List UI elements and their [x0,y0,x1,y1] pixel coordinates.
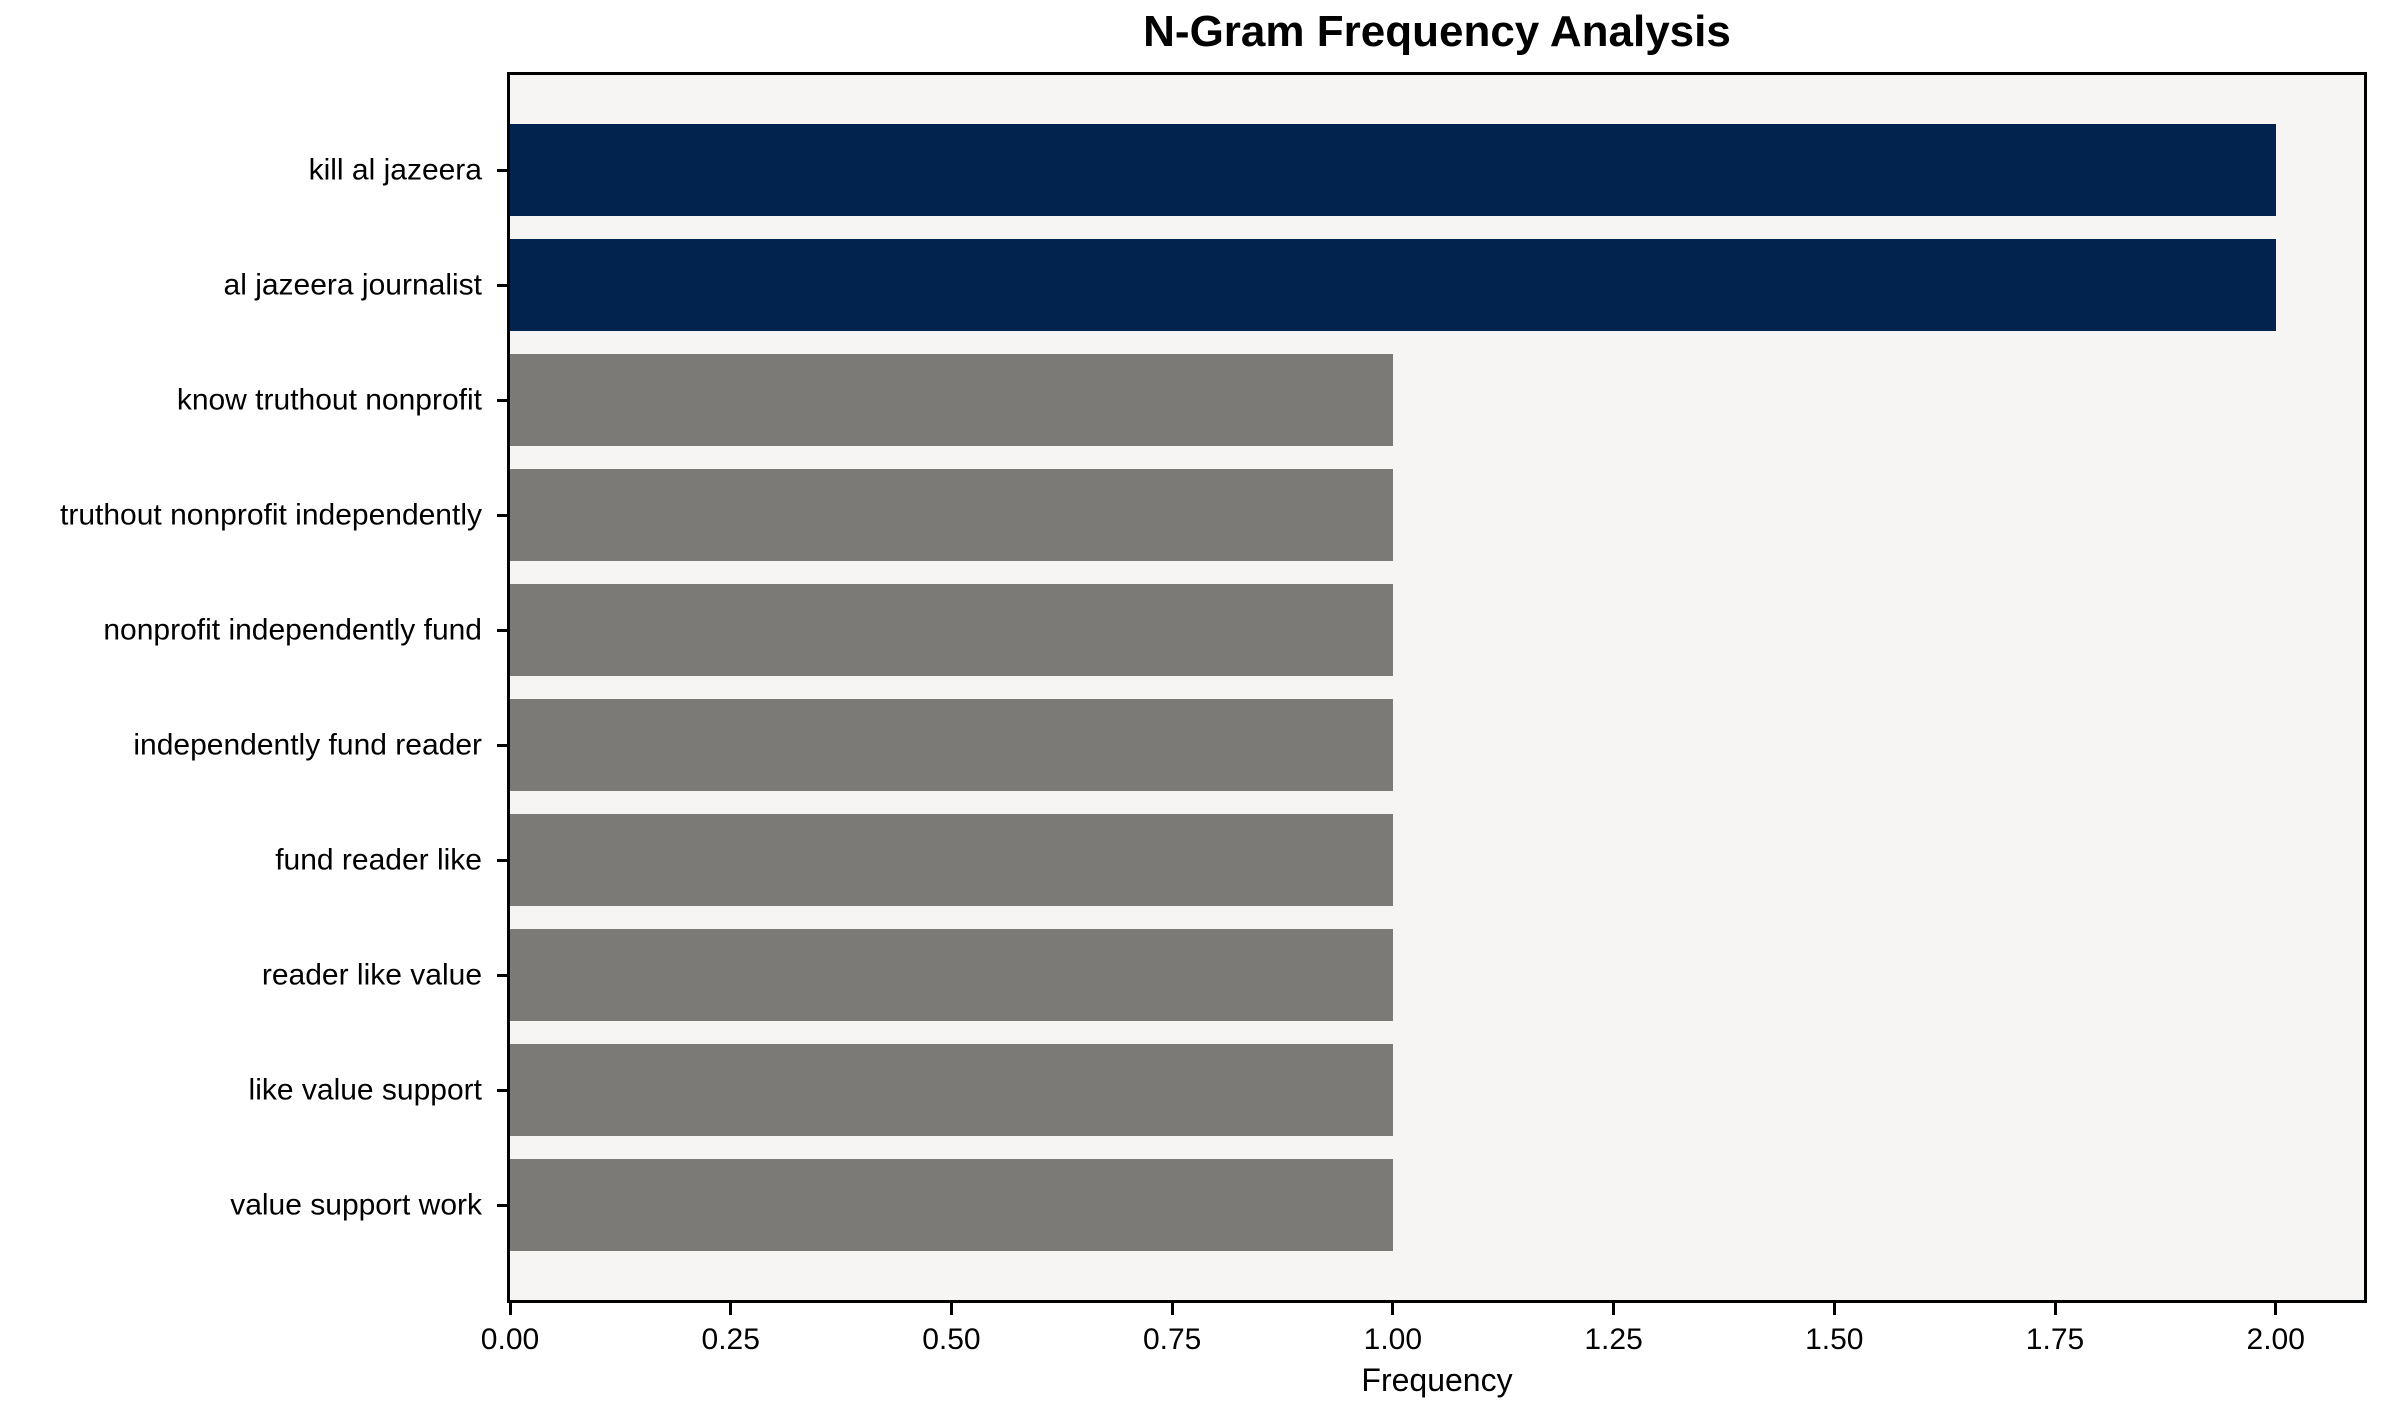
y-tick-mark [497,283,507,287]
y-tick-label: kill al jazeera [308,153,482,187]
y-tick-label: independently fund reader [133,728,482,762]
x-tick-label: 0.25 [701,1323,760,1356]
x-tick-label: 0.50 [922,1323,981,1356]
y-tick-label: nonprofit independently fund [103,613,482,647]
bar [510,1159,1393,1251]
bar [510,469,1393,561]
y-tick-label: value support work [230,1188,482,1222]
x-tick-label: 1.50 [1805,1323,1864,1356]
x-axis-label: Frequency [1361,1362,1513,1398]
y-tick-label: like value support [248,1073,482,1107]
x-tick-mark [2274,1303,2278,1315]
y-tick-mark [497,513,507,517]
x-tick-label: 2.00 [2246,1323,2305,1356]
y-tick-mark [497,858,507,862]
bar [510,239,2276,331]
x-tick-mark [1832,1303,1836,1315]
y-tick-mark [497,628,507,632]
y-tick-label: al jazeera journalist [223,268,482,302]
x-tick-label: 0.75 [1142,1323,1202,1356]
x-tick-label: 1.00 [1363,1323,1423,1356]
x-tick-mark [1612,1303,1616,1315]
bar [510,699,1393,791]
x-tick-label: 1.25 [1584,1323,1643,1356]
y-tick-label: reader like value [261,958,482,992]
y-tick-label: truthout nonprofit independently [60,498,482,532]
x-tick-label: 1.75 [2025,1323,2085,1356]
x-tick-mark [729,1303,733,1315]
x-tick-mark [508,1303,512,1315]
bar [510,814,1393,906]
bar [510,584,1393,676]
x-tick-mark [2053,1303,2057,1315]
x-tick-mark [1170,1303,1174,1315]
chart-title: N-Gram Frequency Analysis [1143,7,1731,56]
y-tick-mark [497,398,507,402]
y-tick-mark [497,168,507,172]
x-tick-mark [1391,1303,1395,1315]
y-tick-mark [497,743,507,747]
bar [510,124,2276,216]
bar [510,929,1393,1021]
y-tick-mark [497,1088,507,1092]
x-tick-mark [949,1303,953,1315]
y-tick-label: know truthout nonprofit [176,383,482,417]
y-tick-label: fund reader like [275,843,482,877]
x-tick-label: 0.00 [480,1323,540,1356]
y-tick-mark [497,1203,507,1207]
bar [510,354,1393,446]
bar [510,1044,1393,1136]
plot-area [507,72,2367,1303]
y-tick-mark [497,973,507,977]
